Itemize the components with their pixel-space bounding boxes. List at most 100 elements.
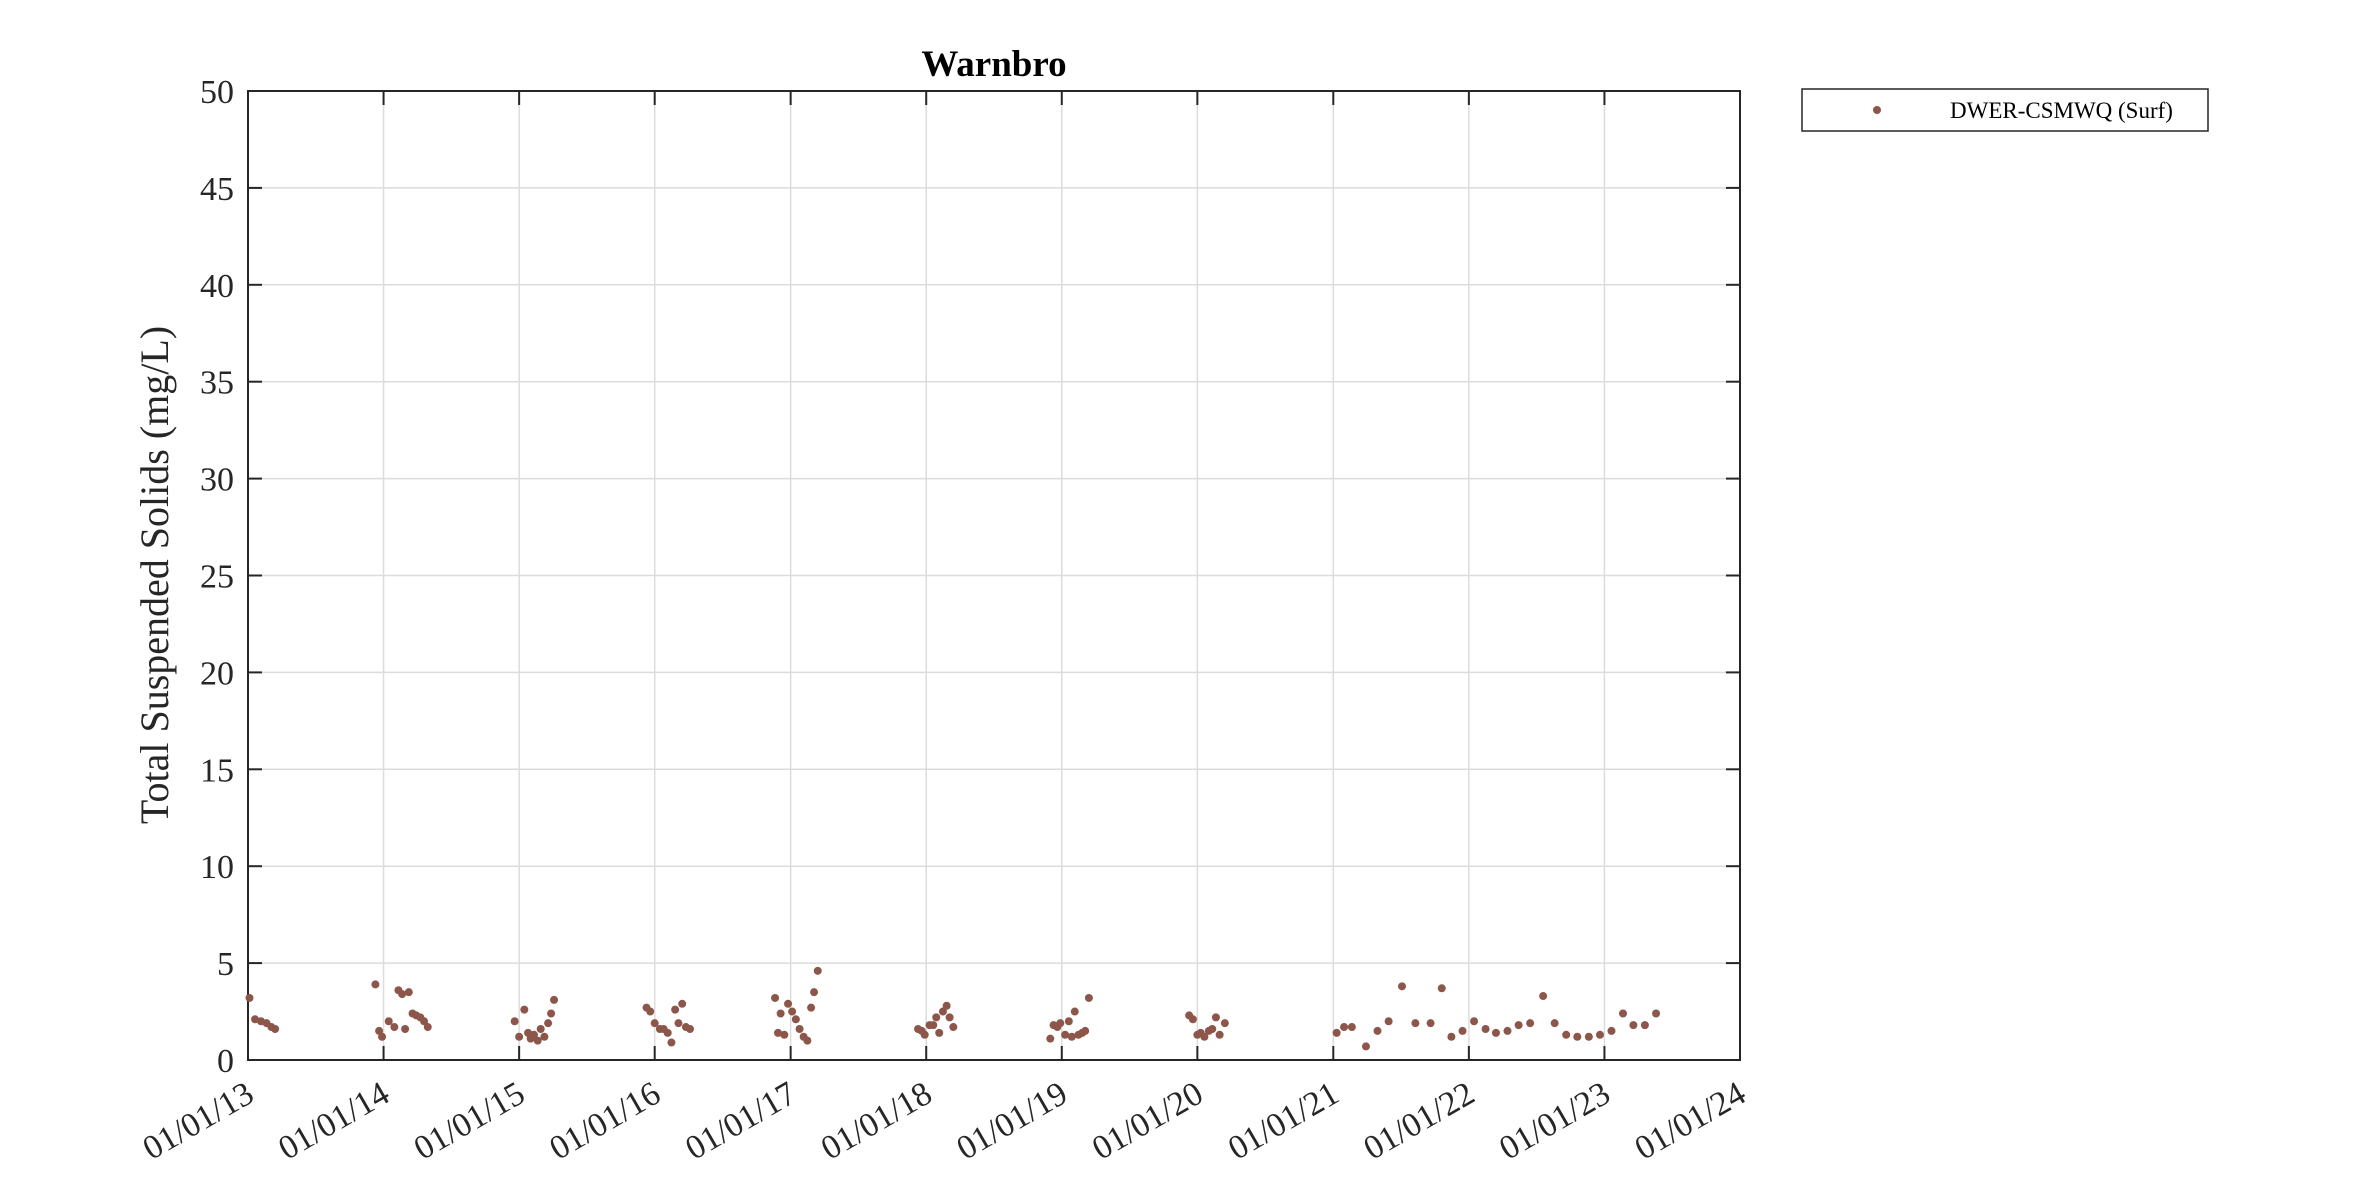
data-point [685, 1024, 694, 1033]
data-point [1640, 1021, 1649, 1030]
y-tick-label: 50 [200, 74, 234, 111]
data-point [271, 1024, 280, 1033]
y-tick-label: 40 [200, 268, 234, 305]
data-point [650, 1019, 659, 1028]
x-tick-label: 01/01/14 [272, 1075, 395, 1167]
data-point [384, 1017, 393, 1026]
data-point [938, 1007, 947, 1016]
data-point [533, 1036, 542, 1045]
data-point [935, 1028, 944, 1037]
legend-marker [1873, 106, 1881, 114]
data-point [401, 1024, 410, 1033]
data-point [1652, 1009, 1661, 1018]
data-point [404, 988, 413, 997]
data-point [1629, 1021, 1638, 1030]
data-point [547, 1009, 556, 1018]
legend-series-label: DWER-CSMWQ (Surf) [1950, 98, 2173, 123]
data-point [1046, 1034, 1055, 1043]
y-axis-label: Total Suspended Solids (mg/L) [132, 326, 177, 824]
data-point [1491, 1028, 1500, 1037]
data-point [423, 1023, 432, 1032]
data-point [667, 1038, 676, 1047]
y-tick-label: 5 [217, 946, 234, 983]
data-point [1200, 1032, 1209, 1041]
x-tick-label: 01/01/21 [1222, 1075, 1345, 1167]
data-point [1411, 1019, 1420, 1028]
data-point [788, 1007, 797, 1016]
data-point [771, 993, 780, 1002]
data-point [813, 966, 822, 975]
data-point [803, 1036, 812, 1045]
data-point [398, 990, 407, 999]
data-point [795, 1024, 804, 1033]
data-point [1347, 1023, 1356, 1032]
y-tick-label: 0 [217, 1043, 234, 1080]
x-tick-label: 01/01/20 [1086, 1075, 1209, 1167]
data-point [1562, 1030, 1571, 1039]
data-point [949, 1023, 958, 1032]
data-point [520, 1005, 529, 1014]
data-point [1619, 1009, 1628, 1018]
data-point [1064, 1017, 1073, 1026]
data-point [544, 1019, 553, 1028]
data-point [515, 1032, 524, 1041]
grid-lines [248, 91, 1740, 1060]
data-point [1503, 1026, 1512, 1035]
chart-title: Warnbro [921, 44, 1066, 85]
data-point [1526, 1019, 1535, 1028]
x-tick-label: 01/01/15 [408, 1075, 531, 1167]
data-point [678, 999, 687, 1008]
data-point [784, 999, 793, 1008]
data-point [945, 1013, 954, 1022]
data-point [1539, 992, 1548, 1001]
data-point [1584, 1032, 1593, 1041]
x-tick-label: 01/01/24 [1629, 1075, 1752, 1167]
data-point [663, 1028, 672, 1037]
data-point [1084, 993, 1093, 1002]
data-point [529, 1030, 538, 1039]
data-point [807, 1003, 816, 1012]
x-tick-label: 01/01/19 [951, 1075, 1074, 1167]
legend: DWER-CSMWQ (Surf) [1801, 88, 2209, 132]
data-point [378, 1032, 387, 1041]
data-point [1211, 1013, 1220, 1022]
data-point [1481, 1024, 1490, 1033]
x-tick-label: 01/01/17 [679, 1075, 802, 1167]
data-point [390, 1023, 399, 1032]
data-point [536, 1024, 545, 1033]
data-point [550, 995, 559, 1004]
x-tick-label: 01/01/18 [815, 1075, 938, 1167]
data-point [646, 1007, 655, 1016]
y-tick-label: 45 [200, 171, 234, 208]
data-point [1514, 1021, 1523, 1030]
y-tick-label: 30 [200, 462, 234, 499]
data-point [420, 1017, 429, 1026]
data-point [1595, 1030, 1604, 1039]
data-point [1398, 982, 1407, 991]
data-point [1061, 1030, 1070, 1039]
data-point [1067, 1032, 1076, 1041]
data-point [920, 1030, 929, 1039]
x-tick-label: 01/01/23 [1493, 1075, 1616, 1167]
data-point [371, 980, 380, 989]
data-point [1607, 1026, 1616, 1035]
data-point [245, 993, 254, 1002]
data-points [245, 966, 1661, 1051]
data-point [1081, 1026, 1090, 1035]
data-point [1373, 1026, 1382, 1035]
data-point [1550, 1019, 1559, 1028]
x-tick-label: 01/01/16 [543, 1075, 666, 1167]
data-point [1437, 984, 1446, 993]
data-point [1447, 1032, 1456, 1041]
data-point [1070, 1007, 1079, 1016]
data-point [929, 1021, 938, 1030]
data-point [1361, 1042, 1370, 1051]
data-point [540, 1032, 549, 1041]
data-point [1340, 1023, 1349, 1032]
data-point [1208, 1024, 1217, 1033]
data-point [780, 1030, 789, 1039]
data-point [1384, 1017, 1393, 1026]
data-point [1056, 1019, 1065, 1028]
data-point [791, 1015, 800, 1024]
